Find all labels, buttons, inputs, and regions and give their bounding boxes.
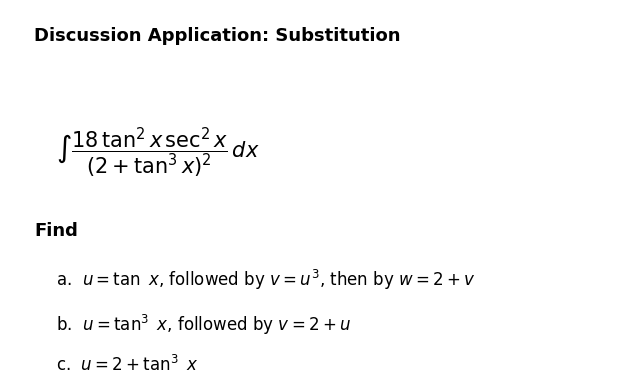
Text: Discussion Application: Substitution: Discussion Application: Substitution (34, 27, 401, 45)
Text: a.  $u = \tan\ x$, followed by $v = u^3$, then by $w = 2 + v$: a. $u = \tan\ x$, followed by $v = u^3$,… (56, 267, 476, 291)
Text: c.  $u = 2 + \tan^3\ x$: c. $u = 2 + \tan^3\ x$ (56, 355, 199, 376)
Text: b.  $u = \tan^3\ x$, followed by $v = 2 + u$: b. $u = \tan^3\ x$, followed by $v = 2 +… (56, 313, 351, 337)
Text: Find: Find (34, 222, 78, 240)
Text: $\int \dfrac{18\,\tan^2 x\,\sec^2 x}{(2+\tan^3 x)^2}\,dx$: $\int \dfrac{18\,\tan^2 x\,\sec^2 x}{(2+… (56, 126, 260, 180)
